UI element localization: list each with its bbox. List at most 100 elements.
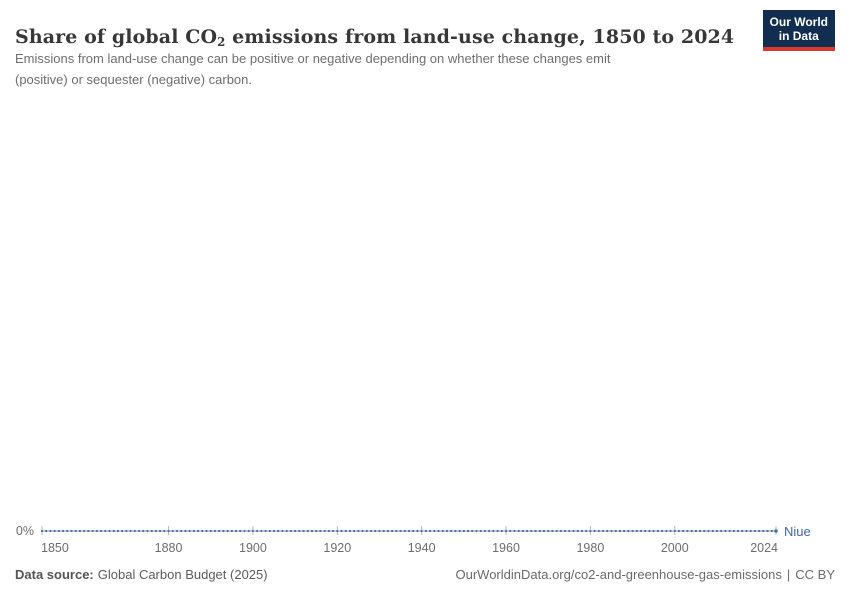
owid-logo-line2: in Data <box>778 29 819 43</box>
data-point <box>745 529 748 533</box>
data-point <box>192 529 196 533</box>
data-point <box>686 529 689 533</box>
data-point <box>639 529 643 533</box>
data-point <box>766 529 769 533</box>
data-point <box>277 529 280 533</box>
data-point <box>601 529 605 533</box>
data-point <box>715 529 719 533</box>
data-point <box>428 529 432 533</box>
data-point <box>319 529 322 533</box>
data-point <box>724 529 727 533</box>
data-point <box>87 529 90 533</box>
data-point <box>293 529 297 533</box>
data-point <box>487 529 491 533</box>
data-point <box>412 529 415 533</box>
owid-url-link[interactable]: OurWorldinData.org/co2-and-greenhouse-ga… <box>455 567 782 582</box>
data-point <box>606 529 609 533</box>
x-tick-label: 1880 <box>155 541 183 555</box>
chart-title: Share of global CO2 emissions from land-… <box>15 26 734 49</box>
data-point <box>239 529 242 533</box>
data-point <box>720 529 723 533</box>
data-point <box>521 529 525 533</box>
data-point <box>95 529 98 533</box>
data-point <box>547 529 550 533</box>
data-point <box>188 529 191 533</box>
data-point <box>302 529 305 533</box>
data-point <box>264 529 267 533</box>
data-point <box>631 529 634 533</box>
data-point <box>534 529 537 533</box>
data-point <box>551 529 554 533</box>
data-point <box>774 529 778 533</box>
x-tick-label: 1940 <box>408 541 436 555</box>
data-point <box>517 529 520 533</box>
data-point <box>483 529 487 533</box>
chart-footer: Data source: Global Carbon Budget (2025) … <box>15 567 835 582</box>
data-point <box>585 529 588 533</box>
data-point <box>471 529 474 533</box>
data-point <box>226 529 229 533</box>
data-source-label: Data source: <box>15 567 94 582</box>
data-point <box>479 529 482 533</box>
data-point <box>593 529 596 533</box>
data-point <box>158 529 162 533</box>
data-point <box>142 529 145 533</box>
data-point <box>357 529 360 533</box>
data-point <box>496 529 499 533</box>
data-point <box>167 529 170 533</box>
x-tick-label: 1980 <box>576 541 604 555</box>
data-point <box>466 529 470 533</box>
x-tick-label: 1850 <box>41 541 69 555</box>
data-point <box>386 529 390 533</box>
data-point <box>576 529 579 533</box>
data-point <box>509 529 512 533</box>
data-point <box>762 529 765 533</box>
data-point <box>732 529 735 533</box>
data-point <box>361 529 364 533</box>
data-point <box>420 529 423 533</box>
data-point <box>530 529 533 533</box>
series-entity-label: Niue <box>784 524 811 539</box>
data-point <box>353 529 356 533</box>
data-point <box>74 529 77 533</box>
data-point <box>281 529 284 533</box>
data-point <box>614 529 617 533</box>
data-point <box>247 529 250 533</box>
data-point <box>163 529 166 533</box>
owid-logo-line1: Our World <box>769 15 828 29</box>
data-point <box>450 529 453 533</box>
data-point <box>416 529 419 533</box>
data-point <box>454 529 457 533</box>
data-point <box>45 529 48 533</box>
data-point <box>129 529 132 533</box>
data-point <box>736 529 740 533</box>
data-point <box>390 529 394 533</box>
data-point <box>150 529 153 533</box>
data-point <box>251 529 255 533</box>
owid-logo: Our World in Data <box>762 10 835 51</box>
data-point <box>104 529 107 533</box>
data-point <box>116 529 120 533</box>
data-point <box>644 529 647 533</box>
data-point <box>475 529 478 533</box>
chart-subtitle: Emissions from land-use change can be po… <box>15 51 611 87</box>
data-point <box>125 529 128 533</box>
x-tick-label: 1960 <box>492 541 520 555</box>
license-label: CC BY <box>795 567 835 582</box>
data-point <box>441 529 444 533</box>
data-point <box>327 529 331 533</box>
data-point <box>445 529 449 533</box>
data-point <box>268 529 271 533</box>
data-point <box>218 529 221 533</box>
data-point <box>673 529 676 533</box>
data-point <box>61 529 65 533</box>
data-point <box>175 529 179 533</box>
data-point <box>336 529 339 533</box>
data-point <box>711 529 714 533</box>
data-point <box>504 529 508 533</box>
data-point <box>703 529 706 533</box>
data-point <box>580 529 584 533</box>
data-point <box>757 529 761 533</box>
data-point <box>230 529 233 533</box>
